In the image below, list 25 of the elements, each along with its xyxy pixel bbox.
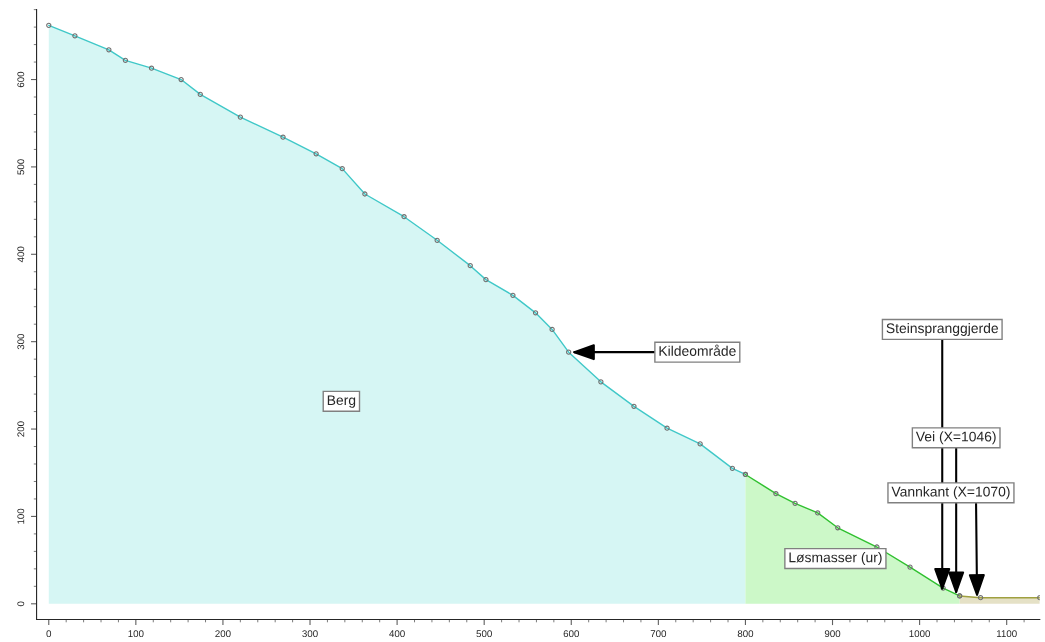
x-tick-label: 0 xyxy=(46,630,52,638)
y-tick-label: 200 xyxy=(17,421,25,437)
x-tick-label: 300 xyxy=(302,630,318,638)
annotation: Steinspranggjerde xyxy=(886,322,998,336)
x-tick-label: 700 xyxy=(650,630,667,638)
x-tick-label: 800 xyxy=(737,630,754,638)
x-tick-label: 200 xyxy=(215,630,231,638)
x-tick-label: 600 xyxy=(563,630,579,638)
x-tick-label: 500 xyxy=(476,630,492,638)
x-tick-label: 1000 xyxy=(909,630,931,638)
annotation: Kildeområde xyxy=(659,344,736,356)
y-tick-label: 400 xyxy=(17,246,25,263)
x-tick-label: 100 xyxy=(128,630,144,638)
x-tick-label: 900 xyxy=(824,630,841,638)
y-tick-label: 300 xyxy=(17,333,25,350)
annotation: Vannkant (X=1070) xyxy=(891,486,1010,500)
y-tick-label: 500 xyxy=(17,159,25,175)
y-tick-label: 600 xyxy=(17,71,25,88)
annotation: Vei (X=1046) xyxy=(915,431,996,445)
y-tick-label: 100 xyxy=(17,508,25,524)
x-tick-label: 400 xyxy=(389,630,405,638)
series-label: Berg xyxy=(327,395,356,408)
series-label: Løsmasser (ur) xyxy=(789,552,882,566)
y-tick-label: 0 xyxy=(17,601,25,607)
x-tick-label: 1100 xyxy=(996,630,1017,638)
